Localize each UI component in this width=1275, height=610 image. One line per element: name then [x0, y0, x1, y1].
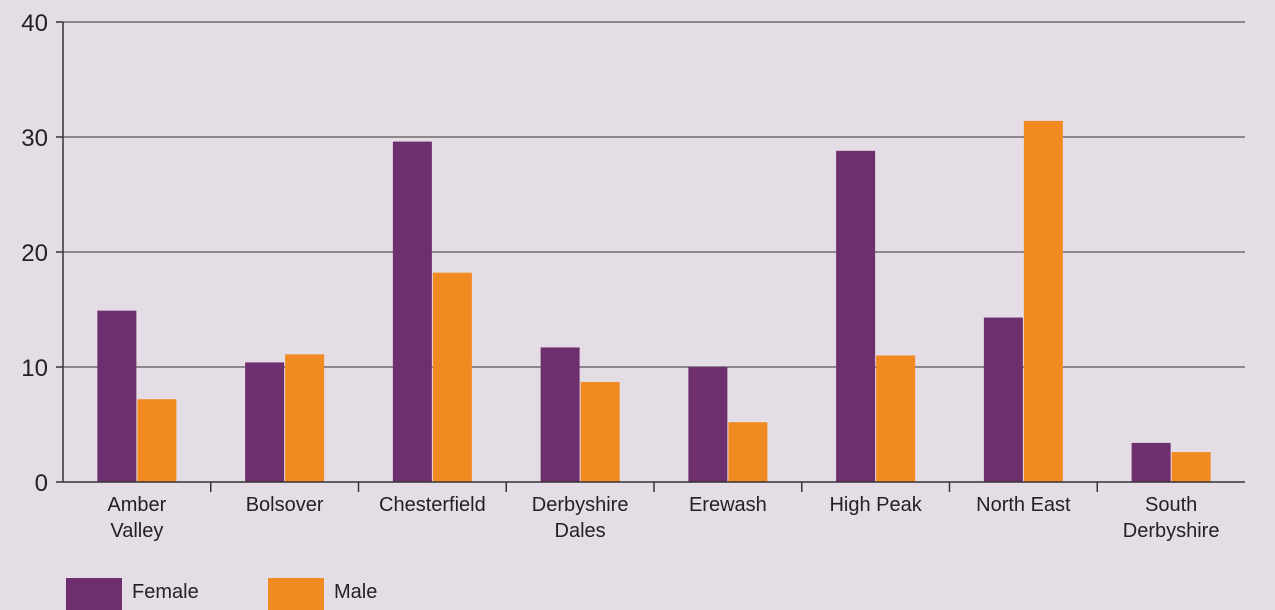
bar-female: [1131, 442, 1171, 482]
bar-male: [137, 399, 177, 482]
bar-male: [285, 354, 325, 482]
x-category-label: Bolsover: [246, 494, 324, 516]
bar-female: [392, 141, 432, 482]
legend-swatch-male: [268, 578, 324, 610]
x-category-label: Chesterfield: [379, 494, 486, 516]
bar-female: [688, 367, 728, 482]
bar-male: [728, 422, 768, 482]
bar-female: [97, 310, 137, 482]
x-category-label: Dales: [555, 520, 606, 542]
y-tick-label: 20: [21, 240, 48, 267]
bar-female: [540, 347, 580, 482]
y-tick-label: 0: [35, 470, 48, 497]
bar-male: [432, 272, 472, 482]
bar-female: [836, 150, 876, 483]
x-category-label: Derbyshire: [532, 494, 629, 516]
x-category-label: Erewash: [689, 494, 767, 516]
legend: Female Male: [66, 578, 377, 610]
legend-label-female: Female: [132, 581, 199, 603]
bar-male: [580, 381, 620, 482]
y-tick-label: 40: [21, 10, 48, 37]
x-category-label: Amber: [107, 494, 166, 516]
bar-female: [983, 317, 1023, 482]
legend-label-male: Male: [334, 581, 377, 603]
legend-swatch-female: [66, 578, 122, 610]
y-tick-label: 30: [21, 125, 48, 152]
x-category-label: North East: [976, 494, 1071, 516]
y-tick-labels: 0 10 20 30 40: [21, 10, 48, 497]
bars: [97, 120, 1211, 483]
axes: [56, 21, 1245, 492]
bar-female: [245, 362, 285, 482]
bar-male: [876, 355, 916, 482]
gridlines: [63, 21, 1245, 368]
y-tick-label: 10: [21, 355, 48, 382]
x-category-label: Derbyshire: [1123, 520, 1220, 542]
x-category-label: High Peak: [829, 494, 922, 516]
x-category-labels: Amber Valley Bolsover Chesterfield Derbyshir…: [107, 494, 1219, 542]
bar-male: [1171, 452, 1211, 482]
x-category-label: Valley: [110, 520, 163, 542]
x-category-label: South: [1145, 494, 1197, 516]
bar-male: [1023, 120, 1063, 483]
